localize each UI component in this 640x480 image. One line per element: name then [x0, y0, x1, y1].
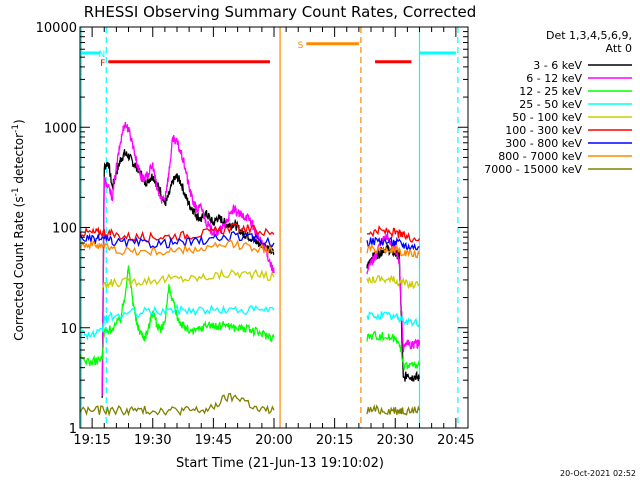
y-tick-label-3: 1000 — [44, 121, 77, 136]
x-tick-label-0: 19:15 — [73, 433, 110, 448]
legend-label-8: 7000 - 15000 keV — [484, 163, 582, 176]
legend-label-0: 3 - 6 keV — [533, 59, 582, 72]
series-line-0-segment-0 — [101, 149, 275, 398]
x-tick-label-3: 20:00 — [255, 433, 292, 448]
series-line-2-segment-1 — [366, 330, 421, 371]
plot-area: NF S — [79, 27, 459, 428]
legend-label-4: 50 - 100 keV — [512, 111, 582, 124]
legend-label-3: 25 - 50 keV — [519, 98, 582, 111]
event-bar-label-3: S — [298, 41, 304, 51]
x-tick-label-6: 20:45 — [437, 433, 474, 448]
x-tick-label-5: 20:30 — [377, 433, 414, 448]
series-line-7-segment-1 — [366, 243, 421, 259]
series-line-1-segment-0 — [101, 121, 275, 396]
series-line-2-segment-0 — [79, 265, 275, 367]
legend-header-attenuator: Att 0 — [606, 42, 632, 55]
series-line-6-segment-0 — [79, 231, 275, 249]
series-line-5-segment-1 — [366, 224, 421, 243]
y-tick-label-4: 10000 — [36, 21, 77, 36]
y-tick-label-0: 1 — [69, 422, 77, 437]
event-bar-label-1: N — [99, 50, 106, 60]
series-line-8-segment-0 — [79, 392, 275, 417]
series-line-4-segment-1 — [366, 274, 420, 290]
legend-label-5: 100 - 300 keV — [505, 124, 582, 137]
x-axis-label: Start Time (21-Jun-13 19:10:02) — [176, 456, 384, 471]
series-line-5-segment-0 — [79, 222, 275, 243]
x-tick-label-2: 19:45 — [195, 433, 232, 448]
series-line-3-segment-0 — [79, 303, 275, 341]
axes: 1 10 100 1000 10000 19:15 19:30 19:45 20:00 20:15… — [36, 21, 475, 448]
legend-label-6: 300 - 800 keV — [505, 137, 582, 150]
legend-label-7: 800 - 7000 keV — [498, 150, 582, 163]
y-tick-label-2: 100 — [52, 222, 77, 237]
series-line-7-segment-0 — [79, 239, 275, 257]
legend-label-1: 6 - 12 keV — [526, 72, 582, 85]
series-line-3-segment-1 — [366, 311, 421, 328]
footer-date: 20-Oct-2021 02:52 — [560, 469, 636, 478]
series-line-6-segment-1 — [366, 236, 420, 252]
legend-header-detectors: Det 1,3,4,5,6,9, — [546, 29, 632, 42]
chart-title: RHESSI Observing Summary Count Rates, Co… — [84, 3, 477, 21]
event-bar-label-2: F — [100, 59, 105, 69]
y-axis-label: Corrected Count Rate (s-1 detector-1) — [11, 119, 26, 340]
legend-label-2: 12 - 25 keV — [519, 85, 582, 98]
series-line-8-segment-1 — [366, 403, 421, 416]
x-tick-label-1: 19:30 — [134, 433, 171, 448]
x-tick-label-4: 20:15 — [316, 433, 353, 448]
series-line-4-segment-0 — [101, 268, 275, 290]
y-tick-label-1: 10 — [60, 322, 77, 337]
